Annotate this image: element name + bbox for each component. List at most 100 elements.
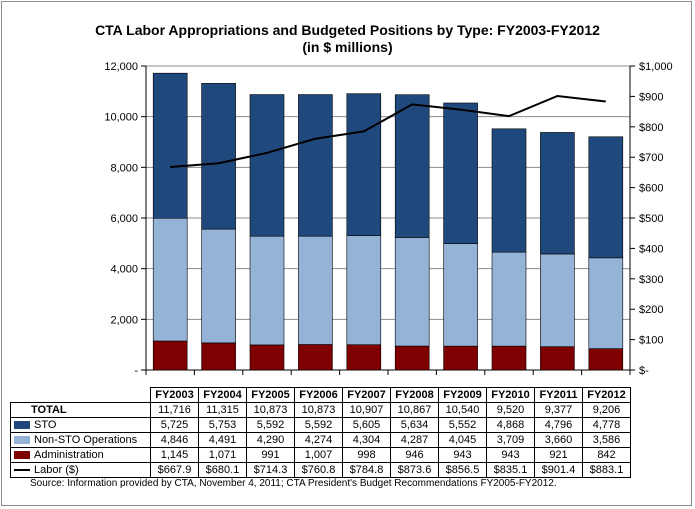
- y-tick-label-left: 8,000: [110, 162, 138, 174]
- bar-non-sto: [588, 257, 624, 349]
- data-table: FY2003 FY2004 FY2005 FY2006 FY2007 FY2008 FY20…: [10, 387, 631, 478]
- table-cell: 4,868: [486, 417, 535, 433]
- legend-label: STO: [34, 419, 57, 431]
- table-header-year: FY2006: [294, 387, 343, 403]
- table-cell: 4,304: [342, 432, 391, 448]
- bar-sto: [249, 94, 285, 237]
- y-tick-label-right: $100: [639, 335, 663, 347]
- y-tick-label-right: $300: [639, 274, 663, 286]
- bar-administration: [201, 342, 236, 371]
- bar-administration: [588, 348, 624, 371]
- table-cell: $714.3: [246, 462, 295, 478]
- bar-administration: [491, 345, 527, 371]
- table-header-year: FY2012: [582, 387, 631, 403]
- table-row-labor: Labor ($) $667.9 $680.1 $714.3 $760.8 $784.8…: [10, 462, 631, 478]
- legend-swatch-labor: [14, 469, 30, 472]
- legend-label: Labor ($): [34, 464, 79, 476]
- table-cell: 921: [534, 447, 583, 463]
- table-cell: 5,725: [150, 417, 199, 433]
- chart-subtitle: (in $ millions): [302, 39, 393, 55]
- y-tick-label-right: $800: [639, 122, 663, 134]
- table-cell: 10,873: [294, 402, 343, 418]
- table-cell: 4,846: [150, 432, 199, 448]
- table-cell: 3,586: [582, 432, 631, 448]
- table-cell: 4,274: [294, 432, 343, 448]
- table-cell: 10,907: [342, 402, 391, 418]
- y-tick-label-left: -: [134, 365, 138, 377]
- table-row-label: TOTAL: [10, 402, 151, 418]
- table-corner: [10, 387, 151, 403]
- table-cell: 943: [438, 447, 487, 463]
- table-header-year: FY2007: [342, 387, 391, 403]
- bar-sto: [394, 94, 430, 238]
- bar-administration: [394, 345, 430, 371]
- table-row-non-sto: Non-STO Operations 4,846 4,491 4,290 4,274 4…: [10, 432, 631, 448]
- table-cell: 9,520: [486, 402, 535, 418]
- bar-non-sto: [491, 251, 527, 347]
- table-cell: 4,045: [438, 432, 487, 448]
- bar-non-sto: [249, 235, 285, 346]
- bar-non-sto: [201, 228, 236, 344]
- table-cell: $835.1: [486, 462, 535, 478]
- table-row-total: TOTAL 11,716 11,315 10,873 10,873 10,907 10,8…: [10, 402, 631, 418]
- table-cell: 4,287: [390, 432, 439, 448]
- table-cell: 5,753: [198, 417, 247, 433]
- bar-non-sto: [346, 235, 382, 346]
- bar-non-sto: [394, 237, 430, 347]
- legend-label: Administration: [34, 449, 104, 461]
- table-cell: 842: [582, 447, 631, 463]
- table-cell: 11,315: [198, 402, 247, 418]
- bar-administration: [443, 345, 478, 371]
- table-cell: 4,796: [534, 417, 583, 433]
- table-cell: 991: [246, 447, 295, 463]
- table-cell: 5,552: [438, 417, 487, 433]
- table-cell: $680.1: [198, 462, 247, 478]
- table-cell: 10,873: [246, 402, 295, 418]
- table-cell: 10,540: [438, 402, 487, 418]
- table-row-label: Non-STO Operations: [10, 432, 151, 448]
- y-tick-label-right: $500: [639, 213, 663, 225]
- table-cell: $760.8: [294, 462, 343, 478]
- y-tick-label-right: $900: [639, 91, 663, 103]
- table-header-year: FY2010: [486, 387, 535, 403]
- table-cell: $883.1: [582, 462, 631, 478]
- table-cell: 5,592: [294, 417, 343, 433]
- bar-sto: [346, 93, 382, 236]
- table-header-year: FY2005: [246, 387, 295, 403]
- bar-administration: [346, 344, 382, 371]
- line-labor: [170, 94, 606, 168]
- table-row-label: Labor ($): [10, 462, 151, 478]
- bar-sto: [298, 94, 333, 237]
- bar-administration: [540, 346, 575, 371]
- y-tick-label-right: $700: [639, 152, 663, 164]
- y-tick-label-left: 6,000: [110, 213, 138, 225]
- table-header-year: FY2008: [390, 387, 439, 403]
- legend-swatch-sto: [14, 421, 30, 430]
- y-tick-label-right: $400: [639, 243, 663, 255]
- table-cell: 5,592: [246, 417, 295, 433]
- table-cell: 10,867: [390, 402, 439, 418]
- y-tick-label-right: $1,000: [639, 61, 673, 73]
- table-cell: 4,491: [198, 432, 247, 448]
- bar-non-sto: [152, 217, 188, 342]
- bar-non-sto: [443, 243, 478, 347]
- y-tick-label-left: 2,000: [110, 314, 138, 326]
- table-row-sto: STO 5,725 5,753 5,592 5,592 5,605 5,634 5,552 4…: [10, 417, 631, 433]
- table-cell: 943: [486, 447, 535, 463]
- bar-sto: [540, 132, 575, 255]
- table-cell: 5,634: [390, 417, 439, 433]
- table-cell: 1,071: [198, 447, 247, 463]
- table-header-year: FY2003: [150, 387, 199, 403]
- bar-sto: [491, 128, 527, 253]
- y-tick-label-right: $600: [639, 183, 663, 195]
- table-header-row: FY2003 FY2004 FY2005 FY2006 FY2007 FY2008 FY20…: [10, 387, 631, 403]
- table-cell: 9,377: [534, 402, 583, 418]
- table-row-label: STO: [10, 417, 151, 433]
- legend-label: Non-STO Operations: [34, 434, 138, 446]
- table-header-year: FY2011: [534, 387, 583, 403]
- y-tick-label-left: 4,000: [110, 264, 138, 276]
- table-cell: $856.5: [438, 462, 487, 478]
- table-row-label: Administration: [10, 447, 151, 463]
- bar-sto: [443, 102, 478, 244]
